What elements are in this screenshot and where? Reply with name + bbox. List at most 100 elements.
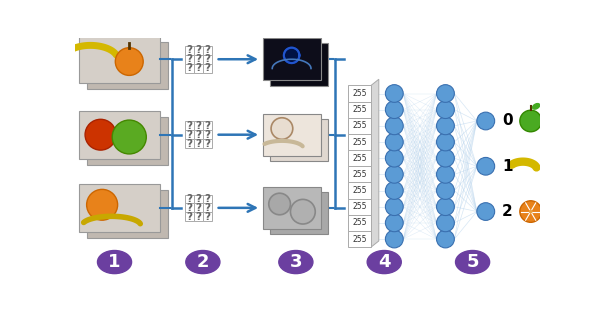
Ellipse shape	[533, 104, 539, 109]
FancyBboxPatch shape	[348, 102, 371, 118]
Circle shape	[477, 203, 494, 220]
FancyBboxPatch shape	[263, 38, 320, 80]
Circle shape	[477, 157, 494, 175]
FancyBboxPatch shape	[194, 195, 203, 203]
Circle shape	[115, 48, 143, 75]
FancyBboxPatch shape	[79, 184, 160, 232]
Text: ?: ?	[187, 203, 193, 213]
Text: ?: ?	[187, 54, 193, 64]
Text: 1: 1	[502, 159, 513, 174]
FancyBboxPatch shape	[79, 35, 160, 83]
FancyBboxPatch shape	[348, 166, 371, 182]
Text: 255: 255	[352, 121, 367, 130]
Circle shape	[437, 182, 454, 199]
FancyBboxPatch shape	[185, 203, 194, 212]
Circle shape	[437, 149, 454, 167]
Text: ?: ?	[187, 138, 193, 149]
Circle shape	[290, 199, 315, 224]
Text: ?: ?	[205, 138, 211, 149]
Text: ?: ?	[196, 194, 202, 204]
Text: ?: ?	[196, 212, 202, 222]
Text: ?: ?	[187, 121, 193, 131]
FancyBboxPatch shape	[263, 114, 320, 156]
Circle shape	[385, 85, 403, 102]
Text: 0: 0	[502, 113, 513, 128]
Text: ?: ?	[205, 121, 211, 131]
FancyBboxPatch shape	[194, 46, 203, 55]
Circle shape	[85, 119, 116, 150]
Text: ?: ?	[205, 203, 211, 213]
Circle shape	[271, 118, 293, 139]
Circle shape	[385, 133, 403, 151]
Ellipse shape	[279, 251, 313, 273]
FancyBboxPatch shape	[203, 55, 212, 64]
FancyBboxPatch shape	[203, 195, 212, 203]
Text: 255: 255	[352, 186, 367, 195]
Text: 5: 5	[466, 253, 479, 271]
Text: 2: 2	[197, 253, 209, 271]
FancyBboxPatch shape	[348, 231, 371, 247]
Text: ?: ?	[205, 130, 211, 140]
Text: 4: 4	[378, 253, 391, 271]
FancyBboxPatch shape	[185, 212, 194, 221]
FancyBboxPatch shape	[348, 85, 371, 102]
Circle shape	[385, 182, 403, 199]
Circle shape	[437, 198, 454, 215]
FancyBboxPatch shape	[203, 122, 212, 130]
FancyBboxPatch shape	[271, 43, 328, 86]
FancyBboxPatch shape	[194, 130, 203, 139]
Text: ?: ?	[205, 212, 211, 222]
Circle shape	[437, 214, 454, 232]
Circle shape	[520, 201, 542, 222]
Text: ?: ?	[187, 130, 193, 140]
FancyBboxPatch shape	[86, 41, 168, 89]
Text: 255: 255	[352, 89, 367, 98]
FancyBboxPatch shape	[194, 139, 203, 148]
Text: 255: 255	[352, 138, 367, 147]
Text: ?: ?	[196, 54, 202, 64]
Text: ?: ?	[196, 46, 202, 55]
FancyBboxPatch shape	[203, 212, 212, 221]
Circle shape	[437, 165, 454, 183]
FancyBboxPatch shape	[348, 199, 371, 215]
FancyBboxPatch shape	[194, 122, 203, 130]
Circle shape	[269, 193, 290, 215]
Text: 255: 255	[352, 154, 367, 163]
FancyBboxPatch shape	[348, 215, 371, 231]
FancyBboxPatch shape	[194, 203, 203, 212]
Circle shape	[437, 230, 454, 248]
FancyBboxPatch shape	[185, 64, 194, 73]
Text: 2: 2	[502, 204, 513, 219]
Text: 1: 1	[108, 253, 121, 271]
Text: ?: ?	[196, 203, 202, 213]
FancyBboxPatch shape	[348, 182, 371, 199]
FancyBboxPatch shape	[203, 64, 212, 73]
FancyBboxPatch shape	[348, 150, 371, 166]
FancyBboxPatch shape	[203, 130, 212, 139]
Text: 255: 255	[352, 218, 367, 227]
Text: ?: ?	[196, 121, 202, 131]
Circle shape	[385, 165, 403, 183]
FancyBboxPatch shape	[86, 190, 168, 238]
FancyBboxPatch shape	[348, 134, 371, 150]
FancyBboxPatch shape	[185, 195, 194, 203]
Circle shape	[86, 189, 118, 220]
Text: ?: ?	[187, 212, 193, 222]
Ellipse shape	[367, 251, 401, 273]
Circle shape	[385, 214, 403, 232]
Circle shape	[477, 112, 494, 130]
FancyBboxPatch shape	[185, 55, 194, 64]
FancyBboxPatch shape	[203, 203, 212, 212]
Circle shape	[112, 120, 146, 154]
FancyBboxPatch shape	[271, 119, 328, 161]
FancyBboxPatch shape	[185, 139, 194, 148]
Text: 255: 255	[352, 170, 367, 179]
Text: ?: ?	[187, 194, 193, 204]
FancyBboxPatch shape	[203, 139, 212, 148]
Text: ?: ?	[205, 54, 211, 64]
FancyBboxPatch shape	[348, 118, 371, 134]
Ellipse shape	[186, 251, 220, 273]
FancyBboxPatch shape	[194, 55, 203, 64]
FancyBboxPatch shape	[185, 46, 194, 55]
Circle shape	[385, 149, 403, 167]
